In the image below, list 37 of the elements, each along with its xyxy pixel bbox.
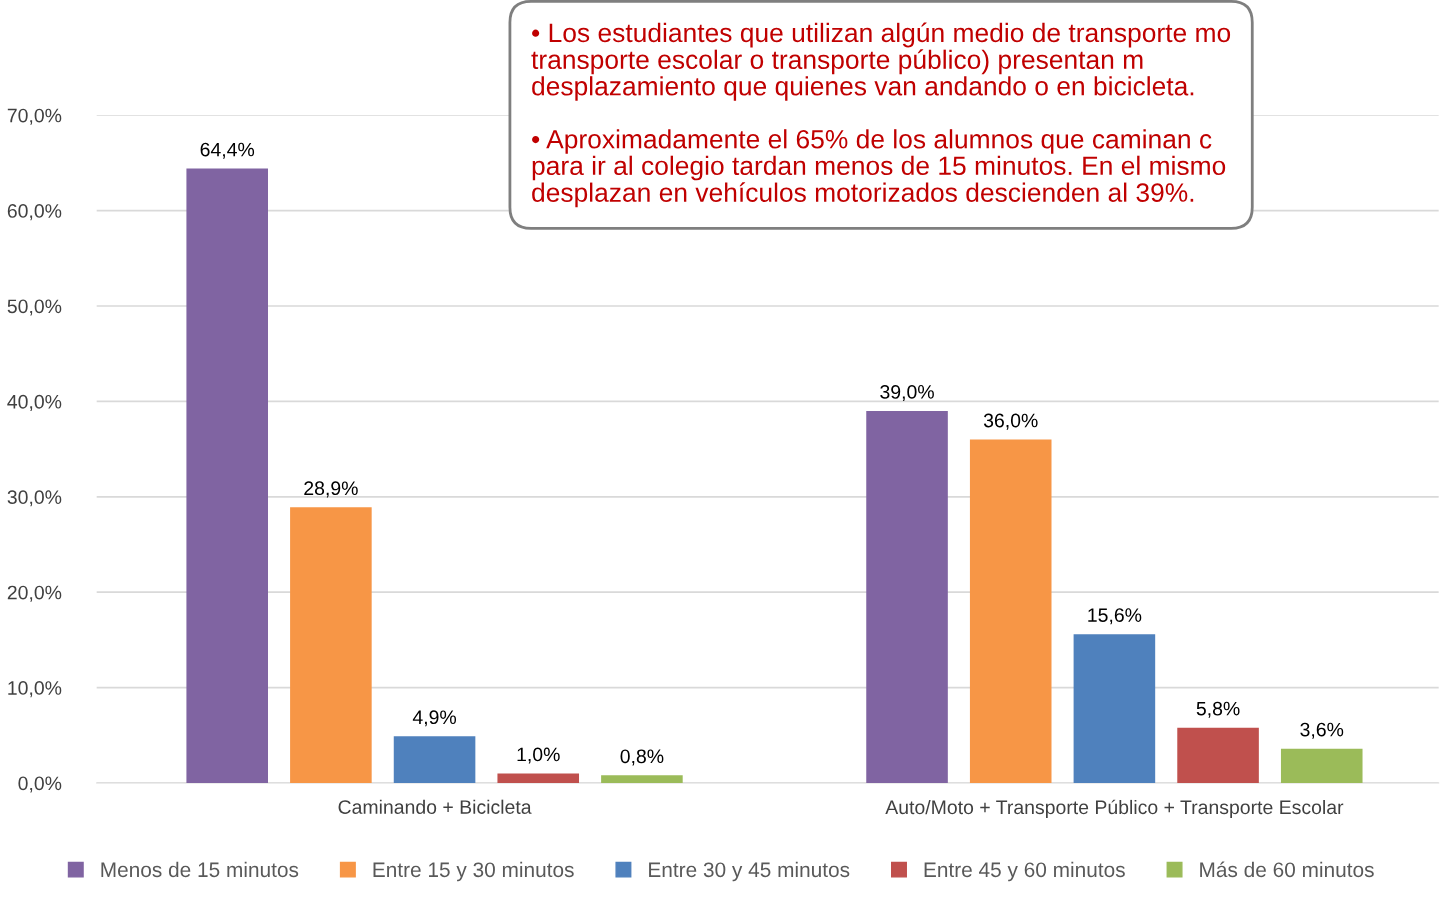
x-tick-label: Auto/Moto + Transporte Público + Transporte Escolar bbox=[885, 799, 1344, 819]
data-label: 0,8% bbox=[620, 749, 664, 766]
data-label: 28,9% bbox=[304, 481, 358, 498]
data-label: 4,9% bbox=[412, 710, 457, 727]
bar bbox=[1280, 748, 1363, 783]
x-tick-label: Caminando + Bicicleta bbox=[338, 799, 532, 814]
bar bbox=[601, 775, 683, 783]
y-tick-label: 10,0% bbox=[8, 681, 62, 698]
bar bbox=[497, 773, 580, 783]
bar bbox=[290, 507, 372, 783]
bar bbox=[969, 439, 1052, 783]
y-tick-label: 60,0% bbox=[7, 204, 62, 221]
bar bbox=[1073, 634, 1156, 783]
data-label: 39,0% bbox=[880, 384, 934, 402]
y-tick-label: 70,0% bbox=[7, 108, 62, 125]
annotation: • Aproximadamente el 65% de los alumnos que caminan c para ir al colegio tardan menos de 15 minutos. En el mismo desplazan en vehículos motorizados descienden al 39%. bbox=[532, 129, 1226, 208]
data-label: 15,6% bbox=[1088, 608, 1142, 625]
y-tick-label: 30,0% bbox=[7, 490, 62, 507]
bar bbox=[393, 736, 476, 783]
legend-label: Entre 30 y 45 minutos bbox=[649, 861, 850, 882]
y-tick-label: 20,0% bbox=[7, 585, 62, 602]
data-label: 5,8% bbox=[1196, 701, 1240, 718]
y-tick-label: 50,0% bbox=[7, 299, 62, 316]
legend-label: Menos de 15 minutos bbox=[101, 861, 299, 878]
data-label: 1,0% bbox=[517, 747, 560, 764]
data-label: 64,4% bbox=[200, 142, 255, 159]
y-tick-label: 0,0% bbox=[18, 776, 62, 793]
bar bbox=[1177, 727, 1259, 783]
legend-label: Entre 45 y 60 minutos bbox=[924, 861, 1125, 882]
legend-label: Entre 15 y 30 minutos bbox=[373, 861, 574, 882]
y-tick-label: 40,0% bbox=[7, 394, 62, 411]
bar bbox=[186, 168, 268, 783]
data-label: 3,6% bbox=[1300, 722, 1344, 739]
text: • Los estudiantes que utilizan algún medio de transporte mo transporte escolar o transporte público) presentan m desplazamiento que quienes van andando o en bicicleta. bbox=[531, 22, 1231, 101]
legend-label: Más de 60 minutos bbox=[1200, 861, 1374, 878]
bar bbox=[866, 410, 948, 783]
data-label: 36,0% bbox=[983, 413, 1038, 430]
